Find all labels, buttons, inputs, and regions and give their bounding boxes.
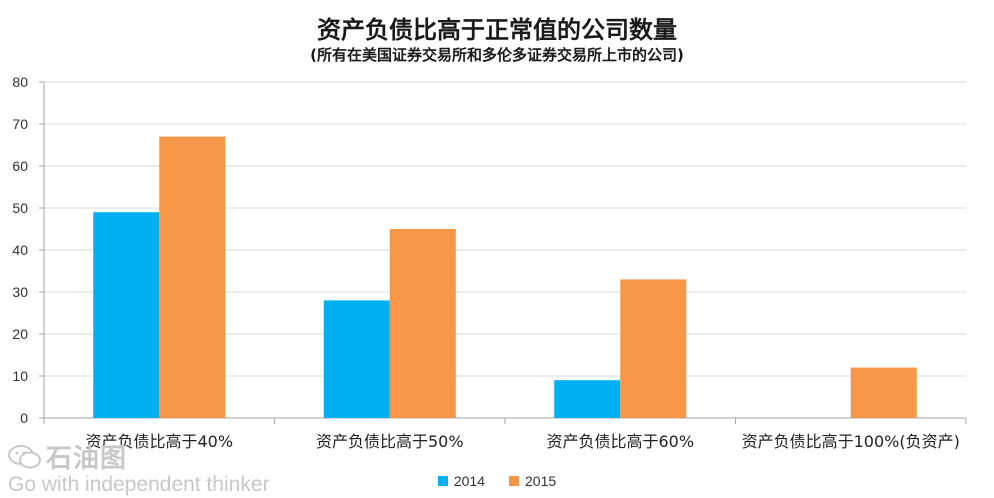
bar-2015 [620,279,687,418]
watermark-text: Go with independent thinker [8,473,270,496]
wechat-icon [8,444,41,468]
watermark: 石油图 Go with independent thinker [8,438,270,497]
chart-title: 资产负债比高于正常值的公司数量 [317,16,677,44]
legend-label-2014: 2014 [453,473,485,489]
y-tick-label: 30 [12,284,28,300]
bar-2014 [93,212,160,418]
y-tick-label: 0 [20,410,28,426]
x-tick-label: 资产负债比高于60% [546,432,694,451]
x-tick-label: 资产负债比高于40% [85,432,233,451]
y-tick-label: 50 [12,200,28,216]
chart-legend: 2014 2015 [0,473,994,489]
y-tick-label: 10 [12,368,28,384]
watermark-brand: 石油图 [46,444,128,474]
bar-2015 [389,229,456,418]
legend-swatch-2015 [509,476,519,486]
legend-item-2015: 2015 [509,473,556,489]
watermark-logo: 石油图 [8,438,270,475]
y-tick-label: 40 [12,242,28,258]
y-tick-label: 20 [12,326,28,342]
legend-swatch-2014 [437,476,448,486]
y-tick-label: 80 [12,74,28,90]
bar-2015 [850,367,917,418]
legend-item-2014: 2014 [437,473,485,489]
bar-2014 [323,300,390,418]
bar-2014 [554,380,621,418]
bar-2015 [159,136,226,418]
x-tick-label: 资产负债比高于100%(负资产) [742,432,960,451]
chart-subtitle: (所有在美国证券交易所和多伦多证券交易所上市的公司) [310,46,684,64]
legend-label-2015: 2015 [525,473,557,489]
x-tick-label: 资产负债比高于50% [316,432,464,451]
y-tick-label: 70 [12,116,28,132]
y-tick-label: 60 [12,158,28,174]
